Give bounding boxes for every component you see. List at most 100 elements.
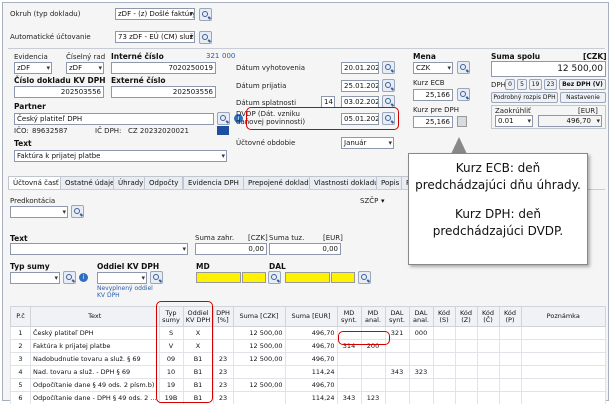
dal-synt-field[interactable] (285, 272, 330, 283)
column-header[interactable]: Typ sumy (158, 306, 184, 327)
table-cell[interactable]: Odpočítanie dane - DPH § 49 ods. 2 ... (30, 391, 160, 404)
info-icon[interactable]: i (79, 273, 88, 282)
column-header[interactable]: DAL synt. (384, 306, 410, 327)
table-cell[interactable]: 12 500,00 (232, 378, 286, 392)
table-cell[interactable] (232, 365, 286, 379)
rate-19-button[interactable]: 19 (529, 79, 542, 90)
table-cell[interactable]: 23 (212, 378, 234, 392)
kurz-dph-field[interactable]: 25,166 (413, 116, 453, 128)
rate-23-button[interactable]: 23 (544, 79, 557, 90)
nastavenie-button[interactable]: Nastavenie (560, 92, 606, 103)
table-cell[interactable] (232, 391, 286, 404)
table-cell[interactable]: 496,70 (284, 352, 338, 366)
table-cell[interactable]: 323 (408, 365, 434, 379)
table-cell[interactable] (498, 378, 522, 392)
kurz-ecb-search-icon[interactable] (457, 88, 470, 101)
table-row[interactable]: 2 Faktúra k prijatej platbe V X 12 500,00 496… (10, 339, 607, 353)
table-cell[interactable]: 343 (336, 391, 362, 404)
column-header[interactable]: MD synt. (336, 306, 362, 327)
table-cell[interactable]: 23 (212, 352, 234, 366)
predkontacia-search-icon[interactable] (71, 205, 84, 218)
table-cell[interactable] (498, 339, 522, 353)
table-row[interactable]: 6 Odpočítanie dane - DPH § 49 ods. 2 ... 1… (10, 391, 607, 404)
column-header[interactable]: Kód (S) (432, 306, 456, 327)
table-cell[interactable] (408, 339, 434, 353)
table-cell[interactable]: B1 (182, 365, 214, 379)
table-cell[interactable]: X (182, 339, 214, 353)
auto-select[interactable]: 73 zDF - EÚ (CM) služba - § 69 (115, 31, 195, 43)
table-cell[interactable] (454, 378, 478, 392)
column-header[interactable]: Kód (Z) (454, 306, 478, 327)
table-cell[interactable]: 6 (10, 391, 31, 404)
table-cell[interactable] (212, 326, 234, 340)
table-cell[interactable]: 12 500,00 (232, 352, 286, 366)
cislo-dokladu-field[interactable]: 202503556 (14, 86, 104, 98)
table-row[interactable]: 4 Nad. tovaru a služ. - DPH § 69 10 B1 23 114… (10, 365, 607, 379)
table-cell[interactable]: 12 500,00 (232, 326, 286, 340)
tab-ostatne-udaje[interactable]: Ostatné údaje (60, 176, 120, 189)
prijatia-field[interactable]: 25.01.2025 (341, 80, 379, 92)
interne-cislo-field[interactable]: 7020250019 (111, 62, 216, 74)
table-cell[interactable] (408, 378, 434, 392)
table-row[interactable]: 5 Odpočítanie dane § 49 ods. 2 písm.b) 19 B… (10, 378, 607, 392)
suma-zahr-field[interactable]: 0,00 (195, 243, 267, 255)
table-cell[interactable] (498, 352, 522, 366)
table-cell[interactable]: 4 (10, 365, 31, 379)
table-cell[interactable] (336, 352, 362, 366)
oddiel-select[interactable] (97, 272, 147, 284)
table-cell[interactable] (454, 391, 478, 404)
sum-field[interactable]: 12 500,00 (491, 61, 606, 77)
table-cell[interactable] (432, 352, 456, 366)
table-cell[interactable]: 19B (158, 391, 184, 404)
column-header[interactable]: Suma [CZK] (232, 306, 286, 327)
tab-prepojene-doklady[interactable]: Prepojené doklady (243, 176, 318, 189)
table-cell[interactable] (454, 352, 478, 366)
table-cell[interactable] (454, 339, 478, 353)
table-cell[interactable] (432, 378, 456, 392)
mena-select[interactable]: CZK (413, 62, 453, 74)
auto-search-icon[interactable] (199, 31, 212, 44)
table-cell[interactable] (408, 391, 434, 404)
table-cell[interactable] (476, 365, 500, 379)
column-header[interactable]: MD anal. (360, 306, 386, 327)
table-cell[interactable] (432, 391, 456, 404)
typ-sumy-select[interactable] (10, 272, 60, 284)
table-cell[interactable]: 321 (384, 326, 410, 340)
table-cell[interactable] (498, 365, 522, 379)
column-header[interactable]: Suma [EUR] (284, 306, 338, 327)
table-cell[interactable]: V (158, 339, 184, 353)
table-row[interactable]: 3 Nadobudnutie tovaru a služ. § 69 09 B1 23 1… (10, 352, 607, 366)
md-synt-field[interactable] (196, 272, 241, 283)
table-cell[interactable] (336, 378, 362, 392)
table-cell[interactable] (432, 326, 456, 340)
okruh-select[interactable]: zDF - (z) Došlé faktúry (115, 8, 195, 20)
table-cell[interactable]: 09 (158, 352, 184, 366)
evidencia-select[interactable]: zDF (14, 62, 52, 74)
table-cell[interactable]: 496,70 (284, 378, 338, 392)
tab-uctovna-cast[interactable]: Účtovná časť (8, 176, 64, 189)
table-cell[interactable]: B1 (182, 378, 214, 392)
column-header[interactable]: Oddiel KV DPH (182, 306, 214, 327)
table-cell[interactable]: Nad. tovaru a služ. - DPH § 69 (30, 365, 160, 379)
obdobie-select[interactable]: Január (341, 137, 394, 149)
table-cell[interactable]: S (158, 326, 184, 340)
table-cell[interactable]: B1 (182, 391, 214, 404)
table-cell[interactable]: 23 (212, 391, 234, 404)
dal-search-icon[interactable] (358, 271, 371, 284)
table-cell[interactable]: 1 (10, 326, 31, 340)
partner-search-icon[interactable] (217, 112, 230, 125)
table-cell[interactable] (476, 378, 500, 392)
table-cell[interactable]: 200 (360, 339, 386, 353)
table-cell[interactable] (476, 391, 500, 404)
predkontacia-select[interactable] (10, 206, 68, 218)
suma-tuz-field[interactable]: 0,00 (269, 243, 341, 255)
table-cell[interactable]: Nadobudnutie tovaru a služ. § 69 (30, 352, 160, 366)
table-cell[interactable] (384, 391, 410, 404)
column-header[interactable]: P.č (10, 306, 31, 327)
rozpis-dph-button[interactable]: Podrobný rozpis DPH (491, 92, 558, 103)
table-cell[interactable]: 23 (212, 365, 234, 379)
mena-search-icon[interactable] (457, 61, 470, 74)
table-cell[interactable]: 496,70 (284, 339, 338, 353)
oddiel-search-icon[interactable] (150, 271, 163, 284)
table-cell[interactable] (432, 339, 456, 353)
